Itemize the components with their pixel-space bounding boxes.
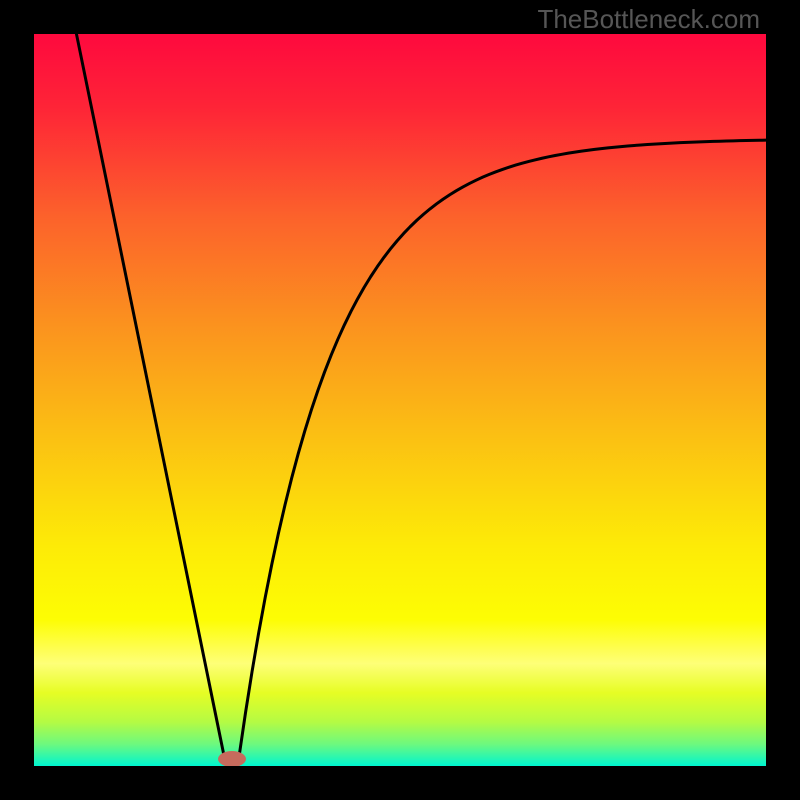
chart-frame: TheBottleneck.com <box>0 0 800 800</box>
watermark-text: TheBottleneck.com <box>537 4 760 35</box>
minimum-marker <box>216 749 248 769</box>
bottleneck-curve <box>34 34 766 766</box>
